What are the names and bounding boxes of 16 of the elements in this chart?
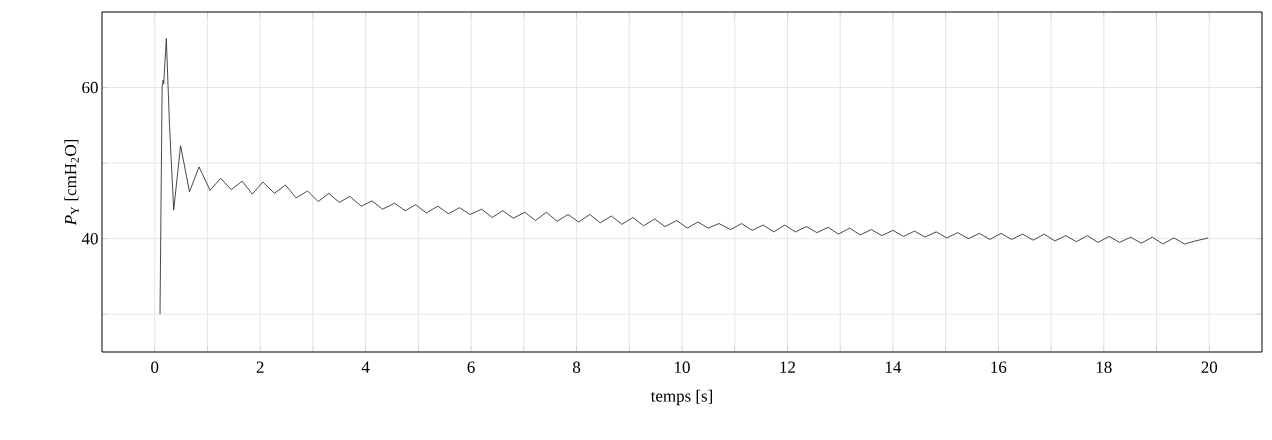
x-tick-label: 18 (1096, 361, 1112, 373)
x-tick-label: 8 (572, 361, 581, 373)
y-tick-label: 40 (81, 232, 98, 245)
x-tick-label: 16 (991, 361, 1007, 373)
x-tick-label: 2 (256, 361, 264, 373)
x-tick-label: 0 (151, 361, 159, 373)
y-axis-title: P$_{Y}$ [cmH$_{2}$O] (64, 140, 79, 226)
x-tick-label: 4 (361, 361, 370, 373)
line-series (159, 38, 1209, 315)
x-tick-label: 6 (467, 361, 475, 373)
y-tick-label: 60 (82, 81, 98, 94)
x-axis-title: temps [s] (650, 389, 713, 406)
x-tick-label: 20 (1201, 361, 1218, 373)
x-tick-label: 14 (885, 361, 902, 373)
x-tick-label: 12 (780, 361, 795, 373)
x-tick-label: 10 (675, 361, 690, 373)
